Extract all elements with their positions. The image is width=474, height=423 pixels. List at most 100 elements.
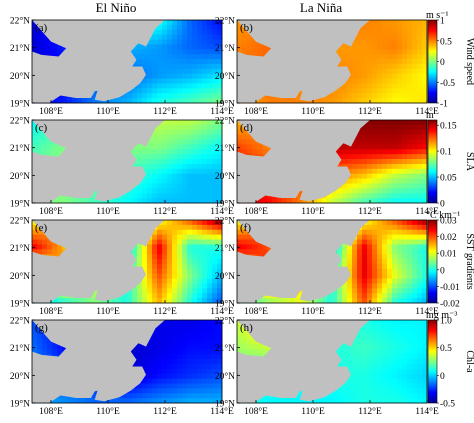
heatmap-cell	[37, 234, 43, 240]
heatmap-cell	[422, 349, 428, 355]
heatmap-cell	[157, 73, 163, 79]
heatmap-cell	[197, 273, 203, 279]
heatmap-cell	[407, 68, 413, 75]
heatmap-cell	[217, 393, 223, 399]
heatmap-cell	[257, 244, 263, 250]
land-mass-island	[94, 166, 146, 202]
heatmap-cell	[397, 188, 403, 194]
heatmap-cell	[197, 159, 203, 165]
heatmap-cell	[372, 320, 378, 326]
heatmap-cell	[162, 149, 168, 155]
heatmap-cell	[152, 198, 158, 204]
heatmap-cell	[412, 178, 418, 184]
heatmap-cell	[177, 34, 183, 40]
heatmap-cell	[42, 244, 48, 250]
heatmap-cell	[202, 88, 208, 94]
heatmap-cell	[347, 178, 353, 184]
heatmap-cell	[372, 144, 378, 150]
heatmap-cell	[402, 178, 408, 184]
heatmap-cell	[197, 193, 203, 199]
heatmap-cell	[182, 44, 188, 50]
heatmap-cell	[137, 188, 143, 194]
heatmap-cell	[32, 229, 38, 236]
heatmap-cell	[212, 39, 218, 45]
heatmap-cell	[257, 149, 263, 155]
heatmap-cell	[192, 378, 198, 384]
y-tick-label: 20°N	[215, 271, 235, 282]
heatmap-cell	[327, 98, 333, 104]
heatmap-cell	[182, 83, 188, 89]
heatmap-cell	[272, 298, 278, 304]
heatmap-cell	[157, 49, 163, 55]
heatmap-cell	[197, 373, 203, 379]
heatmap-cell	[172, 254, 178, 260]
heatmap-cell	[212, 324, 218, 331]
heatmap-cell	[407, 34, 413, 40]
heatmap-cell	[407, 83, 413, 89]
heatmap-cell	[192, 183, 198, 189]
heatmap-cell	[352, 83, 358, 89]
heatmap-cell	[217, 363, 223, 370]
heatmap-cell	[372, 344, 378, 350]
heatmap-cell	[172, 68, 178, 75]
heatmap-cell	[172, 73, 178, 79]
heatmap-cell	[167, 363, 173, 370]
heatmap-cell	[367, 229, 373, 236]
heatmap-cell	[357, 278, 363, 284]
heatmap-cell	[397, 193, 403, 199]
heatmap-cell	[417, 39, 423, 45]
heatmap-cell	[392, 178, 398, 184]
heatmap-cell	[367, 249, 373, 255]
heatmap-cell	[402, 168, 408, 175]
heatmap-cell	[137, 349, 143, 355]
heatmap-cell	[157, 334, 163, 340]
heatmap-cell	[412, 259, 418, 265]
colorbar-tick-label: -0.01	[440, 283, 460, 293]
y-tick-label: 19°N	[10, 299, 30, 310]
heatmap-cell	[387, 39, 393, 45]
heatmap-cell	[172, 183, 178, 189]
heatmap-cell	[357, 254, 363, 260]
heatmap-cell	[362, 88, 368, 94]
heatmap-cell	[372, 73, 378, 79]
heatmap-cell	[177, 249, 183, 255]
heatmap-cell	[82, 98, 88, 104]
heatmap-cell	[177, 139, 183, 145]
heatmap-cell	[377, 239, 383, 245]
heatmap-cell	[387, 144, 393, 150]
heatmap-cell	[152, 393, 158, 399]
heatmap-cell	[112, 98, 118, 104]
heatmap-cell	[147, 283, 153, 289]
heatmap-cell	[142, 168, 148, 175]
heatmap-cell	[217, 24, 223, 31]
heatmap-cell	[197, 320, 203, 326]
heatmap-cell	[37, 129, 43, 136]
heatmap-cell	[372, 149, 378, 155]
heatmap-cell	[342, 159, 348, 165]
heatmap-cell	[412, 173, 418, 179]
heatmap-cell	[212, 83, 218, 89]
heatmap-cell	[367, 178, 373, 184]
heatmap-cell	[57, 344, 63, 350]
land-mass-island	[94, 66, 146, 102]
heatmap-cell	[172, 83, 178, 89]
heatmap-cell	[357, 139, 363, 145]
heatmap-cell	[387, 163, 393, 170]
heatmap-cell	[172, 339, 178, 345]
heatmap-cell	[192, 129, 198, 136]
heatmap-cell	[417, 259, 423, 265]
heatmap-cell	[152, 354, 158, 360]
heatmap-cell	[67, 398, 73, 404]
heatmap-cell	[157, 288, 163, 294]
heatmap-cell	[137, 44, 143, 50]
heatmap-cell	[357, 244, 363, 250]
heatmap-cell	[37, 34, 43, 40]
heatmap-cell	[162, 224, 168, 231]
heatmap-cell	[42, 149, 48, 155]
heatmap-cell	[147, 98, 153, 104]
heatmap-cell	[162, 244, 168, 250]
heatmap-cell	[257, 198, 263, 204]
heatmap-cell	[197, 293, 203, 299]
heatmap-cell	[417, 268, 423, 275]
heatmap-cell	[372, 129, 378, 136]
